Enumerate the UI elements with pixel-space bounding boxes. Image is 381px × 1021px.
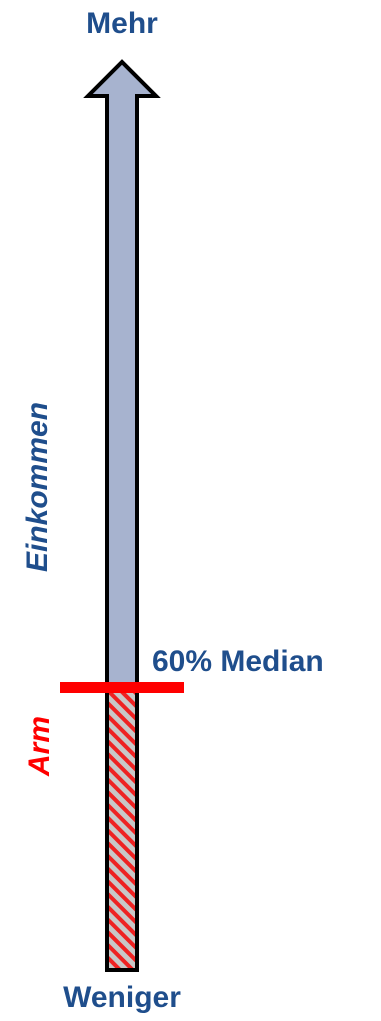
poverty-zone-bar: [105, 686, 139, 972]
median-threshold-line: [60, 682, 184, 693]
median-label: 60% Median: [152, 645, 324, 678]
less-label: Weniger: [63, 981, 181, 1014]
income-axis-label: Einkommen: [21, 401, 54, 573]
up-arrow-icon: [83, 59, 161, 690]
poor-label: Arm: [23, 715, 56, 777]
more-label: Mehr: [86, 7, 158, 40]
